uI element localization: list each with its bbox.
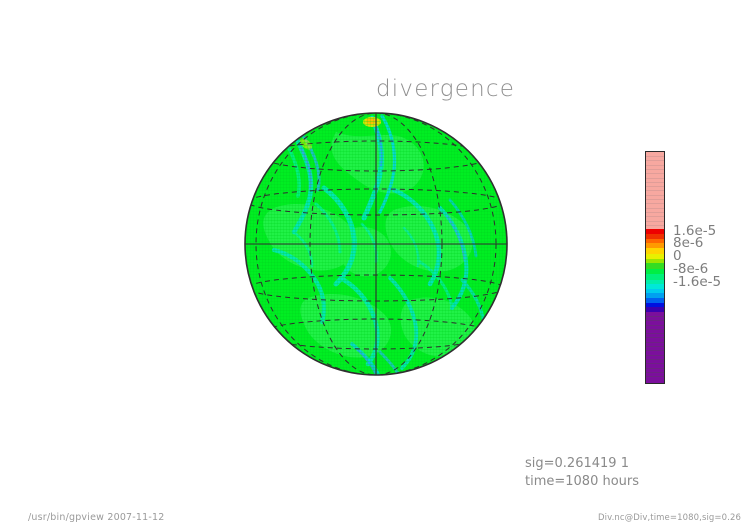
colorbar-contour-rule — [646, 181, 664, 183]
colorbar-gradient — [645, 151, 665, 384]
colorbar-tick-labels: 1.6e-5 8e-6 0 -8e-6 -1.6e-5 — [673, 151, 752, 382]
colorbar-tick-label: -1.6e-5 — [673, 274, 722, 291]
colorbar: 1.6e-5 8e-6 0 -8e-6 -1.6e-5 — [645, 151, 721, 384]
colorbar-band — [646, 152, 664, 230]
colorbar-contour-rule — [646, 337, 664, 339]
colorbar-contour-rule — [646, 156, 664, 157]
colorbar-tick-label: 8e-6 — [673, 235, 704, 252]
colorbar-contour-rule — [646, 194, 664, 196]
colorbar-contour-rule — [646, 207, 664, 209]
globe-svg — [244, 112, 508, 376]
colorbar-band — [646, 297, 664, 303]
globe-outline — [244, 112, 508, 376]
colorbar-contour-rule — [646, 160, 664, 162]
globe-plot — [244, 112, 508, 376]
colorbar-band — [646, 302, 664, 308]
colorbar-contour-rule — [646, 376, 664, 378]
colorbar-contour-rule — [646, 358, 664, 360]
colorbar-contour-rule — [646, 199, 664, 200]
colorbar-contour-rule — [646, 190, 664, 192]
colorbar-band — [646, 311, 664, 383]
colorbar-tick-label: -8e-6 — [673, 261, 709, 277]
colorbar-contour-rule — [646, 164, 664, 166]
colorbar-band — [646, 263, 664, 269]
colorbar-contour-rule — [646, 211, 664, 213]
colorbar-contour-rule — [646, 315, 664, 317]
colorbar-band — [646, 247, 664, 255]
colorbar-contour-rule — [646, 220, 664, 222]
footer-command-stamp: /usr/bin/gpview 2007-11-12 — [28, 512, 165, 523]
colorbar-contour-rule — [646, 341, 664, 343]
colorbar-band — [646, 243, 664, 248]
colorbar-band — [646, 288, 664, 294]
colorbar-band — [646, 229, 664, 234]
colorbar-band — [646, 258, 664, 264]
colorbar-tick-label: 0 — [673, 247, 682, 264]
colorbar-band — [646, 307, 664, 312]
colorbar-contour-rule — [646, 186, 664, 188]
colorbar-band — [646, 268, 664, 275]
colorbar-contour-rule — [646, 371, 664, 373]
colorbar-contour-rule — [646, 354, 664, 356]
colorbar-contour-rule — [646, 333, 664, 335]
colorbar-contour-rule — [646, 203, 664, 205]
colorbar-band — [646, 274, 664, 280]
plot-annotations: sig=0.261419 1 time=1080 hours — [525, 455, 639, 491]
colorbar-contour-rule — [646, 177, 664, 179]
colorbar-contour-rule — [646, 320, 664, 322]
colorbar-contour-rule — [646, 216, 664, 218]
colorbar-contour-rule — [646, 350, 664, 352]
annotation-sig: sig=0.261419 1 — [525, 456, 629, 471]
meridian-60 — [309, 113, 443, 375]
colorbar-contour-rule — [646, 346, 664, 347]
annotation-time: time=1080 hours — [525, 474, 640, 489]
colorbar-band — [646, 293, 664, 298]
colorbar-band — [646, 254, 664, 259]
colorbar-contour-rule — [646, 173, 664, 175]
colorbar-band — [646, 279, 664, 285]
meridian-120 — [255, 113, 497, 375]
colorbar-contour-rule — [646, 328, 664, 330]
globe-field — [245, 113, 507, 375]
colorbar-contour-rule — [646, 363, 664, 365]
colorbar-contour-rule — [646, 367, 664, 369]
footer-source-stamp: Div.nc@Div,time=1080,sig=0.26 — [598, 513, 741, 523]
colorbar-band — [646, 238, 664, 244]
colorbar-band — [646, 284, 664, 289]
colorbar-contour-rule — [646, 168, 664, 170]
colorbar-contour-rule — [646, 324, 664, 326]
colorbar-contour-rule — [646, 224, 664, 226]
colorbar-tick-label: 1.6e-5 — [673, 223, 717, 240]
page-title-text: divergence — [376, 76, 516, 102]
colorbar-band — [646, 234, 664, 239]
